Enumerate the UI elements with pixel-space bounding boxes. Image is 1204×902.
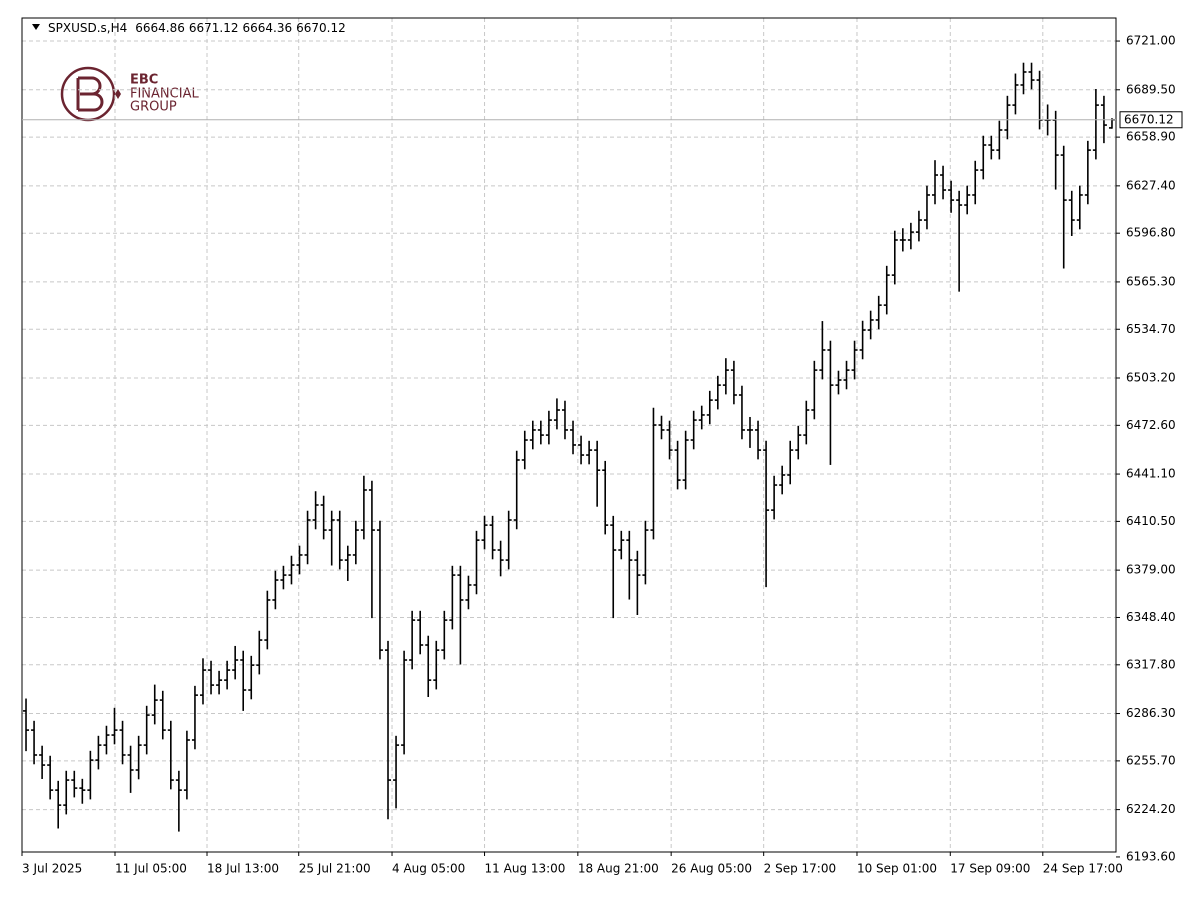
logo-line: FINANCIAL bbox=[130, 87, 199, 102]
menu-arrow bbox=[32, 24, 40, 30]
logo-name: EBC bbox=[130, 73, 158, 88]
price-box bbox=[1119, 111, 1183, 129]
y-tick-label: 6193.60 bbox=[1126, 849, 1176, 863]
y-tick-label: 6596.80 bbox=[1126, 226, 1176, 240]
y-tick-label: 6534.70 bbox=[1126, 322, 1176, 336]
x-tick-label: 10 Sep 01:00 bbox=[857, 862, 937, 876]
x-tick-label: 18 Jul 13:00 bbox=[207, 862, 279, 876]
x-tick-label: 3 Jul 2025 bbox=[22, 862, 82, 876]
x-tick-label: 4 Aug 05:00 bbox=[392, 862, 465, 876]
y-tick-label: 6255.70 bbox=[1126, 753, 1176, 767]
header-open: 6664.86 bbox=[135, 21, 185, 35]
y-tick-label: 6348.40 bbox=[1126, 610, 1176, 624]
y-tick-label: 6410.50 bbox=[1126, 514, 1176, 528]
y-tick-label: 6658.90 bbox=[1126, 130, 1176, 144]
y-tick-label: 6441.10 bbox=[1126, 467, 1176, 481]
y-tick-label: 6689.50 bbox=[1126, 82, 1176, 96]
x-tick-label: 2 Sep 17:00 bbox=[764, 862, 836, 876]
y-tick-label: 6503.20 bbox=[1126, 370, 1176, 384]
x-tick-label: 26 Aug 05:00 bbox=[671, 862, 752, 876]
header-low: 6664.36 bbox=[243, 21, 293, 35]
y-tick-label: 6472.60 bbox=[1126, 418, 1176, 432]
y-tick-label: 6627.40 bbox=[1126, 178, 1176, 192]
header-high: 6671.12 bbox=[189, 21, 239, 35]
symbol: SPXUSD.s,H4 bbox=[48, 21, 127, 35]
bars bbox=[23, 62, 1115, 832]
y-tick-label: 6379.00 bbox=[1126, 563, 1176, 577]
x-tick-label: 11 Aug 13:00 bbox=[485, 862, 566, 876]
x-tick-label: 18 Aug 21:00 bbox=[578, 862, 659, 876]
logo-mark bbox=[76, 76, 104, 112]
y-tick-label: 6721.00 bbox=[1126, 34, 1176, 48]
price-label: 6670.12 bbox=[1124, 112, 1174, 126]
y-tick-label: 6317.80 bbox=[1126, 657, 1176, 671]
header-close: 6670.12 bbox=[296, 21, 346, 35]
chart-header: SPXUSD.s,H4 6664.86 6671.12 6664.36 6670.12 bbox=[48, 21, 346, 35]
y-tick-label: 6286.30 bbox=[1126, 706, 1176, 720]
logo-line: GROUP bbox=[130, 100, 177, 115]
x-tick-label: 11 Jul 05:00 bbox=[115, 862, 187, 876]
y-tick-label: 6224.20 bbox=[1126, 802, 1176, 816]
x-tick-label: 24 Sep 17:00 bbox=[1043, 862, 1123, 876]
plot-frame bbox=[21, 17, 1117, 853]
x-tick-label: 25 Jul 21:00 bbox=[299, 862, 371, 876]
logo-star bbox=[115, 89, 121, 99]
x-tick-label: 17 Sep 09:00 bbox=[950, 862, 1030, 876]
logo: EBC FINANCIAL GROUP bbox=[60, 66, 199, 122]
y-tick-label: 6565.30 bbox=[1126, 274, 1176, 288]
